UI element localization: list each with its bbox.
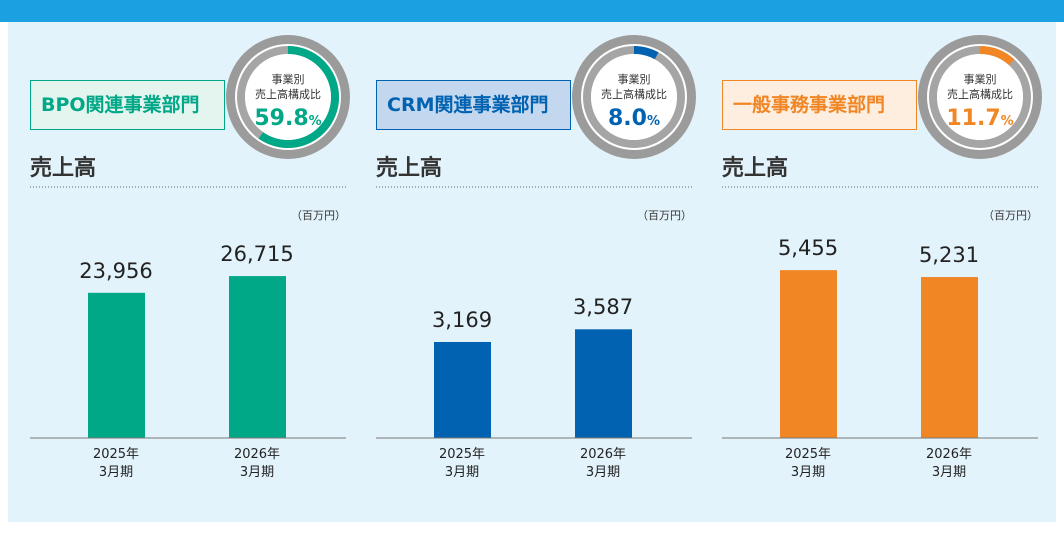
subtitle: 売上高 (722, 156, 789, 181)
share-label: 8.0 (607, 106, 647, 131)
share-unit: % (308, 114, 322, 129)
share-value: 11.7% (920, 106, 1040, 132)
share-value: 59.8% (228, 106, 348, 132)
share-caption: 売上高構成比 (255, 88, 321, 101)
share-unit: % (1000, 114, 1014, 129)
department-title: 一般事務事業部門 (722, 80, 917, 130)
donut-center (591, 54, 677, 140)
unit-label: （百万円） (637, 209, 692, 222)
x-tick-label: 2026年 3月期 (579, 447, 627, 480)
donut-center (937, 54, 1023, 140)
subtitle: 売上高 (30, 156, 97, 181)
share-caption: 事業別 (271, 73, 305, 86)
subtitle: 売上高 (376, 156, 443, 181)
x-tick-label: 2025年 3月期 (92, 447, 140, 480)
x-tick-label: 2026年 3月期 (233, 447, 281, 480)
donut-center (245, 54, 331, 140)
bar (434, 341, 491, 438)
share-unit: % (646, 114, 660, 129)
share-label: 11.7 (946, 106, 1001, 131)
bar (575, 329, 632, 438)
share-arc (258, 46, 339, 148)
share-caption: 売上高構成比 (601, 88, 667, 101)
department-title: BPO関連事業部門 (30, 80, 225, 130)
unit-label: （百万円） (291, 209, 346, 222)
bar (780, 270, 837, 438)
value-label: 23,956 (79, 258, 153, 283)
share-label: 59.8 (254, 106, 309, 131)
top-bar (0, 0, 1064, 22)
share-caption: 売上高構成比 (947, 88, 1013, 101)
share-caption: 事業別 (963, 73, 997, 86)
bar (229, 276, 286, 438)
share-caption: 事業別 (617, 73, 651, 86)
share-arc (633, 46, 659, 60)
share-value: 8.0% (574, 106, 694, 132)
x-tick-label: 2025年 3月期 (438, 447, 486, 480)
value-label: 26,715 (220, 242, 294, 267)
department-title: CRM関連事業部門 (376, 80, 571, 130)
value-label: 3,169 (431, 307, 493, 332)
unit-label: （百万円） (983, 209, 1038, 222)
x-tick-label: 2026年 3月期 (925, 447, 973, 480)
share-arc (979, 46, 1015, 66)
value-label: 5,455 (777, 236, 839, 261)
value-label: 5,231 (918, 243, 980, 268)
x-tick-label: 2025年 3月期 (784, 447, 832, 480)
bar (921, 277, 978, 438)
bar (88, 292, 145, 438)
value-label: 3,587 (572, 295, 634, 320)
